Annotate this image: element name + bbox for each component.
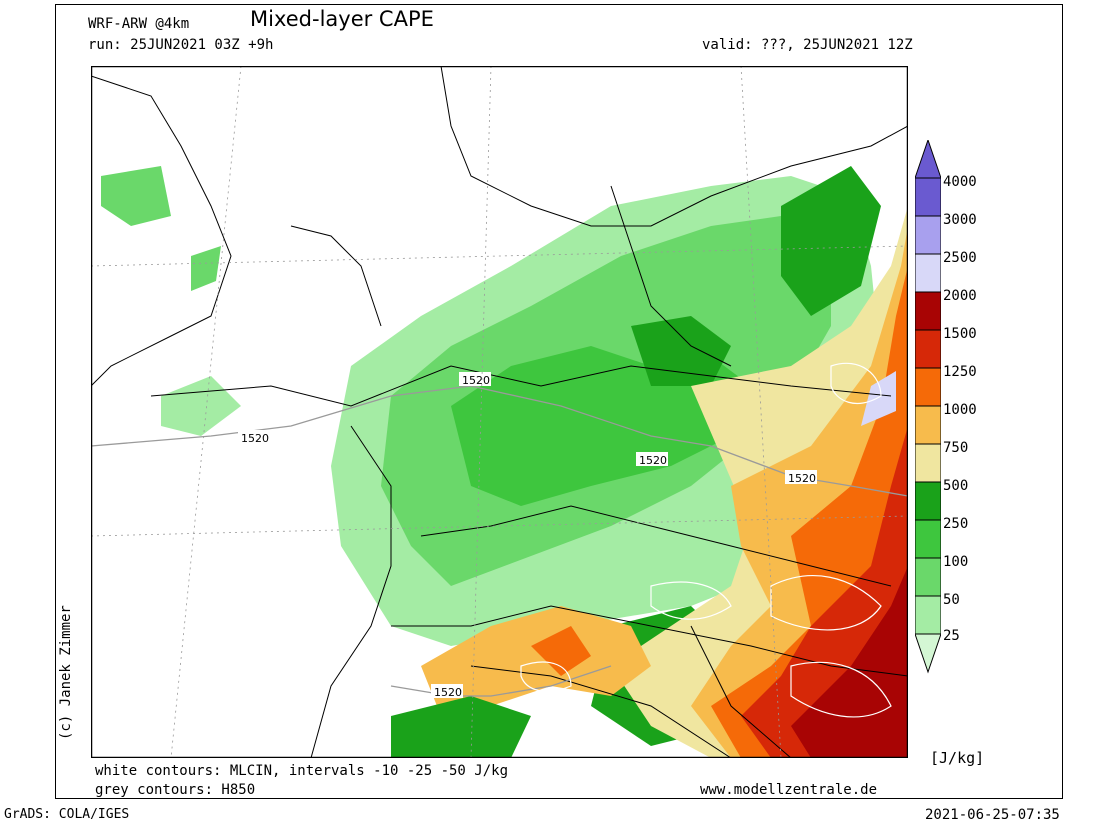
render-timestamp: 2021-06-25-07:35 [925, 807, 1060, 823]
cape-area-2000 [791, 566, 908, 758]
colorbar-top-arrow [915, 140, 941, 179]
cape-patch-east [781, 166, 881, 316]
mlcin-contours [520, 362, 892, 718]
colorbar-cell-4000 [915, 177, 941, 217]
colorbar-label-100: 100 [943, 554, 969, 570]
colorbar-label-1500: 1500 [943, 326, 977, 342]
colorbar-label-250: 250 [943, 516, 969, 532]
colorbar-cell-50 [915, 595, 941, 635]
colorbar-label-25: 25 [943, 628, 960, 644]
colorbar-cell-250 [915, 519, 941, 559]
svg-text:1520: 1520 [241, 432, 269, 445]
colorbar-label-1000: 1000 [943, 402, 977, 418]
run-info: run: 25JUN2021 03Z +9h [88, 37, 274, 53]
cape-area-2500 [861, 371, 896, 426]
svg-text:1520: 1520 [788, 472, 816, 485]
coastlines [91, 66, 908, 758]
colorbar-label-4000: 4000 [943, 174, 977, 190]
colorbar-bottom-arrow [915, 633, 941, 674]
map-title: Mixed-layer CAPE [250, 7, 434, 31]
cape-area-northwest [101, 166, 171, 226]
colorbar-cell-3000 [915, 215, 941, 255]
cape-area-italy-north [391, 696, 531, 758]
h850-legend: grey contours: H850 [95, 782, 256, 798]
colorbar-unit: [J/kg] [930, 749, 985, 767]
contour-label-4: 1520 [785, 470, 817, 485]
cape-map: 1520 1520 1520 1520 1520 [91, 66, 908, 758]
cape-area-adriatic [531, 626, 591, 676]
colorbar-cell-100 [915, 557, 941, 597]
contour-label-3: 1520 [636, 452, 668, 467]
svg-text:1520: 1520 [434, 686, 462, 699]
colorbar-cell-750 [915, 443, 941, 483]
colorbar-label-50: 50 [943, 592, 960, 608]
svg-text:1520: 1520 [462, 374, 490, 387]
colorbar-label-2500: 2500 [943, 250, 977, 266]
svg-text:1520: 1520 [639, 454, 667, 467]
colorbar-label-3000: 3000 [943, 212, 977, 228]
colorbar-cell-1000 [915, 405, 941, 445]
cape-area-uk [191, 246, 221, 291]
colorbar [915, 140, 941, 674]
website-link[interactable]: www.modellzentrale.de [700, 782, 878, 798]
map-border [91, 66, 908, 758]
model-label: WRF-ARW @4km [88, 16, 190, 32]
figure-frame [55, 4, 1063, 799]
colorbar-label-500: 500 [943, 478, 969, 494]
contour-label-1: 1520 [459, 372, 491, 387]
colorbar-label-750: 750 [943, 440, 969, 456]
grads-credit: GrADS: COLA/IGES [4, 807, 130, 822]
cape-patch-north [631, 316, 731, 386]
colorbar-cell-1250 [915, 367, 941, 407]
contour-label-5: 1520 [431, 684, 463, 699]
valid-time: valid: ???, 25JUN2021 12Z [702, 37, 913, 53]
colorbar-label-2000: 2000 [943, 288, 977, 304]
colorbar-cell-2000 [915, 291, 941, 331]
colorbar-cell-2500 [915, 253, 941, 293]
contour-label-2: 1520 [238, 430, 270, 445]
graticule [91, 66, 908, 758]
cape-area-france [161, 376, 241, 436]
author-credit: (c) Janek Zimmer [58, 605, 74, 740]
colorbar-label-1250: 1250 [943, 364, 977, 380]
colorbar-cell-1500 [915, 329, 941, 369]
mlcin-legend: white contours: MLCIN, intervals -10 -25… [95, 763, 509, 779]
colorbar-cell-500 [915, 481, 941, 521]
